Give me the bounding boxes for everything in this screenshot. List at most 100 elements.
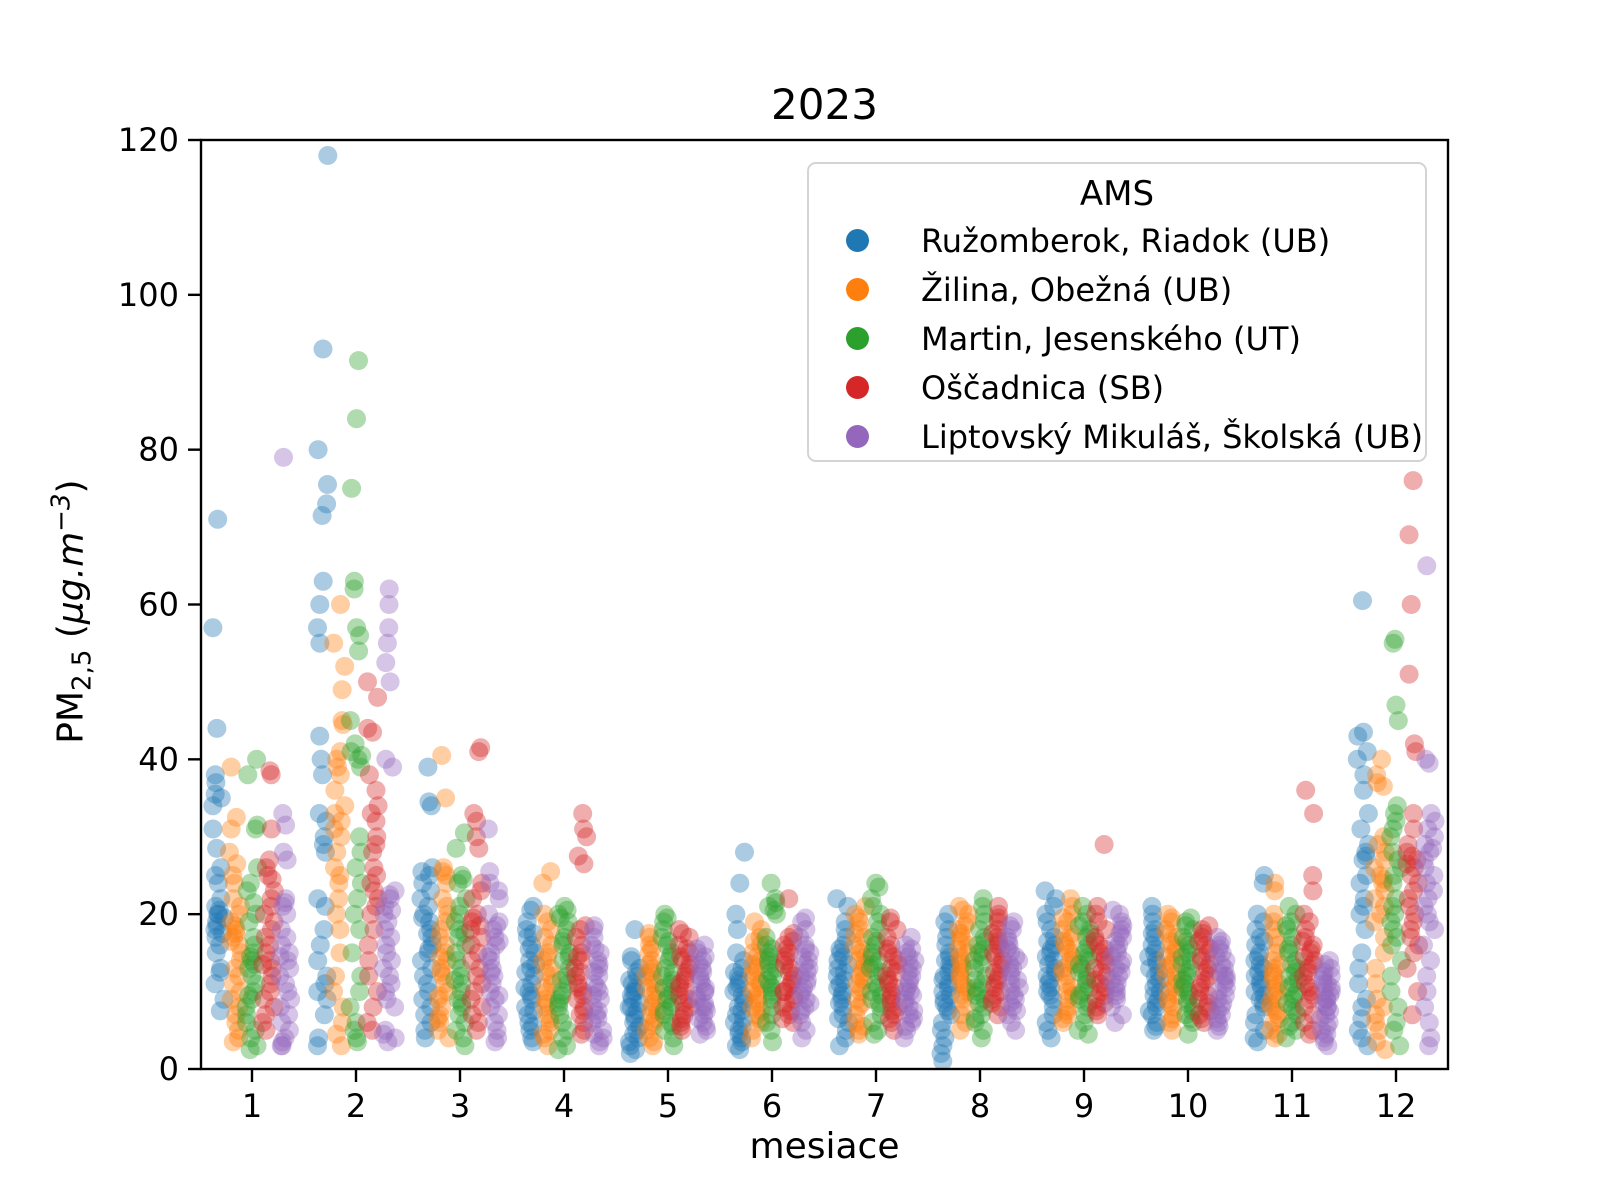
data-point [862, 943, 882, 963]
data-point [1317, 1024, 1337, 1044]
data-point [669, 978, 689, 998]
data-point [1045, 958, 1065, 978]
data-point [622, 989, 642, 1009]
legend-marker-icon [846, 425, 869, 448]
data-point [987, 927, 1007, 947]
data-point [448, 873, 468, 893]
data-point [862, 989, 882, 1009]
data-point [747, 947, 767, 967]
data-point [1211, 997, 1231, 1017]
data-point [671, 947, 691, 967]
data-point [760, 947, 779, 967]
data-point [792, 982, 812, 1002]
data-point [1142, 924, 1162, 943]
data-point [830, 1036, 849, 1056]
data-point [989, 931, 1009, 951]
data-point [419, 982, 438, 1002]
data-point [1417, 966, 1437, 986]
data-point [1165, 951, 1184, 971]
data-point [1399, 664, 1419, 684]
data-point [882, 986, 902, 1005]
data-point [565, 958, 585, 978]
data-point [1095, 951, 1115, 971]
data-point [413, 873, 433, 893]
data-point [643, 993, 663, 1013]
data-point [1408, 982, 1428, 1002]
data-point [1386, 1013, 1406, 1032]
data-point [1177, 931, 1197, 951]
data-point [792, 912, 812, 932]
data-point [669, 986, 689, 1005]
data-point [342, 943, 362, 963]
data-point [1107, 974, 1127, 994]
data-point [1055, 935, 1075, 955]
data-point [1044, 951, 1064, 971]
data-point [1313, 970, 1333, 990]
data-point [1402, 846, 1422, 866]
data-point [542, 966, 562, 986]
data-point [209, 904, 228, 924]
data-point [574, 854, 594, 874]
data-point [1286, 951, 1306, 971]
data-point [449, 920, 469, 940]
data-point [1216, 978, 1236, 998]
data-point [589, 982, 609, 1002]
data-point [1375, 1040, 1395, 1060]
data-point [939, 943, 959, 963]
data-point [212, 924, 232, 943]
data-point [240, 1040, 260, 1060]
data-point [882, 1013, 902, 1032]
data-point [211, 858, 231, 878]
data-point [385, 997, 405, 1017]
data-point [489, 912, 509, 932]
data-point [519, 982, 539, 1002]
data-point [1162, 908, 1182, 928]
data-point [368, 687, 388, 707]
data-point [449, 904, 469, 924]
data-point [938, 1001, 958, 1021]
x-tick-label: 5 [658, 1087, 678, 1125]
data-point [203, 819, 223, 839]
data-point [566, 927, 586, 947]
data-point [1006, 947, 1026, 967]
data-point [1148, 989, 1168, 1009]
data-point [1059, 997, 1078, 1017]
data-point [639, 943, 659, 963]
data-point [445, 912, 465, 932]
data-point [451, 966, 471, 986]
data-point [1062, 978, 1082, 998]
data-point [998, 1005, 1018, 1025]
data-point [1285, 962, 1305, 982]
data-point [523, 924, 543, 943]
data-point [659, 931, 678, 951]
data-point [1356, 842, 1376, 862]
data-point [958, 943, 978, 963]
data-point [1178, 943, 1198, 963]
data-point [746, 978, 766, 998]
data-point [549, 989, 569, 1009]
data-point [1303, 1020, 1323, 1040]
data-point [880, 1009, 900, 1029]
data-point [1354, 722, 1373, 742]
data-point [433, 862, 453, 882]
data-point [1303, 1005, 1323, 1025]
data-point [1075, 943, 1095, 963]
data-point [675, 970, 695, 990]
data-point [1156, 966, 1176, 986]
data-point [447, 951, 467, 971]
data-point [756, 935, 776, 955]
data-point [974, 997, 994, 1017]
data-point [1263, 962, 1283, 982]
data-point [554, 927, 574, 947]
data-point [1381, 982, 1401, 1002]
data-point [225, 916, 245, 936]
data-point [1111, 962, 1131, 982]
data-point [774, 982, 794, 1002]
data-point [448, 989, 468, 1009]
data-point [991, 939, 1011, 959]
data-point [567, 947, 587, 967]
data-point [309, 804, 329, 823]
data-point [533, 1024, 553, 1044]
data-point [229, 966, 249, 986]
data-point [899, 997, 919, 1017]
